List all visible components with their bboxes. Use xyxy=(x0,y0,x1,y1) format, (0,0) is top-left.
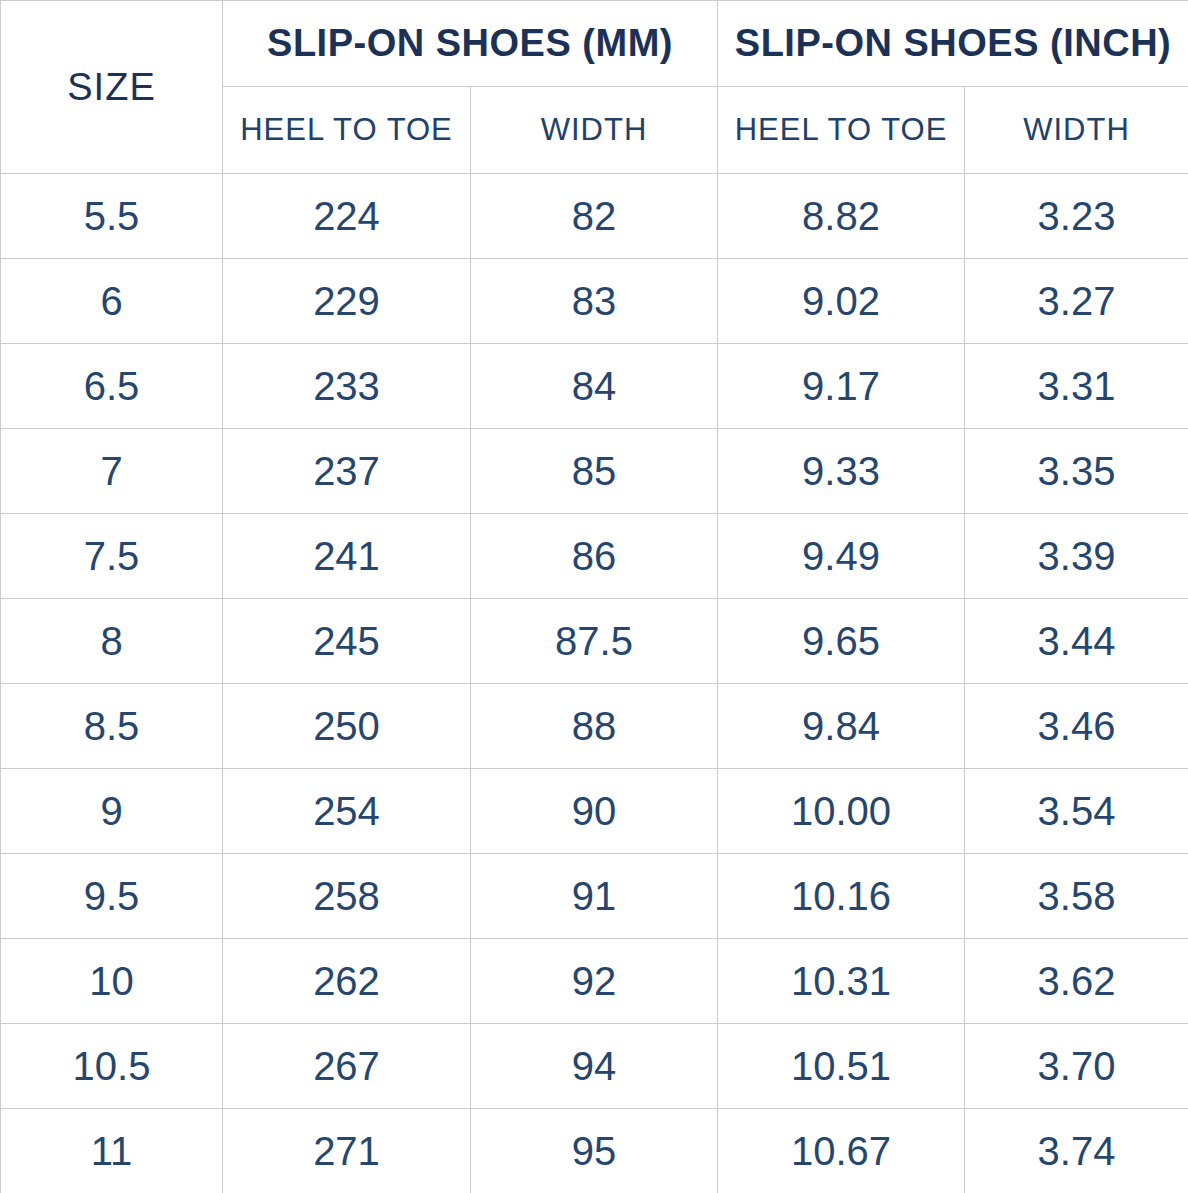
cell-mm-width: 82 xyxy=(471,174,718,259)
cell-inch-width: 3.23 xyxy=(965,174,1188,259)
cell-mm-width: 86 xyxy=(471,514,718,599)
size-chart-table: SIZE SLIP-ON SHOES (MM) SLIP-ON SHOES (I… xyxy=(0,0,1188,1193)
table-row: 7.5 241 86 9.49 3.39 xyxy=(1,514,1188,599)
cell-mm-heel-to-toe: 258 xyxy=(223,854,471,939)
table-row: 5.5 224 82 8.82 3.23 xyxy=(1,174,1188,259)
cell-inch-heel-to-toe: 10.31 xyxy=(718,939,965,1024)
column-header-size: SIZE xyxy=(1,1,223,174)
cell-mm-width: 95 xyxy=(471,1109,718,1193)
cell-mm-heel-to-toe: 267 xyxy=(223,1024,471,1109)
cell-size: 7.5 xyxy=(1,514,223,599)
cell-mm-heel-to-toe: 262 xyxy=(223,939,471,1024)
cell-mm-width: 84 xyxy=(471,344,718,429)
cell-inch-heel-to-toe: 9.33 xyxy=(718,429,965,514)
cell-inch-width: 3.62 xyxy=(965,939,1188,1024)
cell-inch-width: 3.31 xyxy=(965,344,1188,429)
cell-mm-width: 88 xyxy=(471,684,718,769)
cell-inch-width: 3.70 xyxy=(965,1024,1188,1109)
cell-size: 9.5 xyxy=(1,854,223,939)
table-row: 10.5 267 94 10.51 3.70 xyxy=(1,1024,1188,1109)
cell-mm-width: 92 xyxy=(471,939,718,1024)
cell-size: 5.5 xyxy=(1,174,223,259)
cell-size: 10 xyxy=(1,939,223,1024)
column-group-header-mm: SLIP-ON SHOES (MM) xyxy=(223,1,718,87)
cell-inch-heel-to-toe: 10.67 xyxy=(718,1109,965,1193)
cell-mm-width: 87.5 xyxy=(471,599,718,684)
cell-inch-heel-to-toe: 9.49 xyxy=(718,514,965,599)
table-row: 8.5 250 88 9.84 3.46 xyxy=(1,684,1188,769)
cell-inch-width: 3.54 xyxy=(965,769,1188,854)
cell-mm-width: 91 xyxy=(471,854,718,939)
cell-inch-width: 3.27 xyxy=(965,259,1188,344)
table-row: 9 254 90 10.00 3.54 xyxy=(1,769,1188,854)
cell-mm-heel-to-toe: 233 xyxy=(223,344,471,429)
table-row: 11 271 95 10.67 3.74 xyxy=(1,1109,1188,1193)
cell-inch-width: 3.35 xyxy=(965,429,1188,514)
cell-inch-heel-to-toe: 10.51 xyxy=(718,1024,965,1109)
table-row: 9.5 258 91 10.16 3.58 xyxy=(1,854,1188,939)
column-header-inch-heel-to-toe: HEEL TO TOE xyxy=(718,87,965,174)
cell-mm-heel-to-toe: 245 xyxy=(223,599,471,684)
column-header-inch-width: WIDTH xyxy=(965,87,1188,174)
cell-mm-heel-to-toe: 271 xyxy=(223,1109,471,1193)
cell-inch-width: 3.58 xyxy=(965,854,1188,939)
column-header-mm-width: WIDTH xyxy=(471,87,718,174)
cell-inch-heel-to-toe: 10.00 xyxy=(718,769,965,854)
table-row: 7 237 85 9.33 3.35 xyxy=(1,429,1188,514)
table-row: 6.5 233 84 9.17 3.31 xyxy=(1,344,1188,429)
cell-mm-heel-to-toe: 241 xyxy=(223,514,471,599)
cell-inch-width: 3.39 xyxy=(965,514,1188,599)
cell-inch-width: 3.46 xyxy=(965,684,1188,769)
cell-size: 7 xyxy=(1,429,223,514)
cell-inch-heel-to-toe: 9.17 xyxy=(718,344,965,429)
cell-size: 6 xyxy=(1,259,223,344)
cell-mm-width: 94 xyxy=(471,1024,718,1109)
column-group-header-inch: SLIP-ON SHOES (INCH) xyxy=(718,1,1188,87)
cell-inch-heel-to-toe: 10.16 xyxy=(718,854,965,939)
cell-inch-heel-to-toe: 9.84 xyxy=(718,684,965,769)
cell-mm-width: 85 xyxy=(471,429,718,514)
cell-mm-heel-to-toe: 250 xyxy=(223,684,471,769)
cell-inch-heel-to-toe: 9.65 xyxy=(718,599,965,684)
cell-size: 8.5 xyxy=(1,684,223,769)
table-row: 6 229 83 9.02 3.27 xyxy=(1,259,1188,344)
cell-mm-heel-to-toe: 254 xyxy=(223,769,471,854)
table-row: 8 245 87.5 9.65 3.44 xyxy=(1,599,1188,684)
cell-mm-heel-to-toe: 237 xyxy=(223,429,471,514)
group-header-row: SIZE SLIP-ON SHOES (MM) SLIP-ON SHOES (I… xyxy=(1,1,1188,87)
cell-size: 9 xyxy=(1,769,223,854)
cell-inch-width: 3.44 xyxy=(965,599,1188,684)
cell-mm-width: 83 xyxy=(471,259,718,344)
cell-mm-width: 90 xyxy=(471,769,718,854)
table-body: 5.5 224 82 8.82 3.23 6 229 83 9.02 3.27 … xyxy=(1,174,1188,1193)
cell-size: 8 xyxy=(1,599,223,684)
column-header-mm-heel-to-toe: HEEL TO TOE xyxy=(223,87,471,174)
cell-mm-heel-to-toe: 224 xyxy=(223,174,471,259)
cell-inch-width: 3.74 xyxy=(965,1109,1188,1193)
table-row: 10 262 92 10.31 3.62 xyxy=(1,939,1188,1024)
cell-size: 6.5 xyxy=(1,344,223,429)
cell-size: 10.5 xyxy=(1,1024,223,1109)
cell-inch-heel-to-toe: 9.02 xyxy=(718,259,965,344)
cell-inch-heel-to-toe: 8.82 xyxy=(718,174,965,259)
table-header: SIZE SLIP-ON SHOES (MM) SLIP-ON SHOES (I… xyxy=(1,1,1188,174)
cell-mm-heel-to-toe: 229 xyxy=(223,259,471,344)
cell-size: 11 xyxy=(1,1109,223,1193)
